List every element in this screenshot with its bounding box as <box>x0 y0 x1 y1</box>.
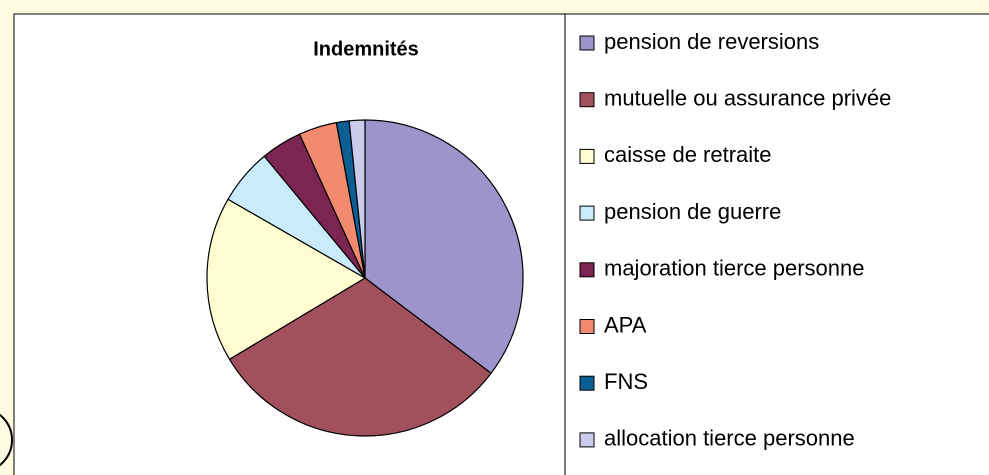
legend-swatch <box>579 262 595 278</box>
legend-label: pension de guerre <box>604 199 781 224</box>
pie-slice <box>228 277 492 437</box>
legend-label: FNS <box>604 369 648 394</box>
legend-box <box>564 13 989 475</box>
legend-label: mutuelle ou assurance privée <box>604 86 891 111</box>
legend-swatch <box>579 375 595 391</box>
decoration <box>0 413 13 467</box>
legend-swatch <box>579 205 595 221</box>
chart-title: Indemnités <box>313 38 419 60</box>
legend-swatch <box>579 432 595 448</box>
legend-label: allocation tierce personne <box>604 426 855 451</box>
pie-slice <box>348 119 366 279</box>
legend-swatch <box>579 319 595 334</box>
pie-slice <box>206 198 367 361</box>
legend-label: caisse de retraite <box>604 142 772 167</box>
legend-swatch <box>579 92 595 108</box>
pie-slice <box>364 119 524 375</box>
legend-swatch <box>579 148 595 164</box>
legend-label: APA <box>604 312 647 337</box>
legend-label: majoration tierce personne <box>604 256 864 281</box>
legend-label: pension de reversions <box>604 29 819 54</box>
legend-swatch <box>579 35 595 51</box>
